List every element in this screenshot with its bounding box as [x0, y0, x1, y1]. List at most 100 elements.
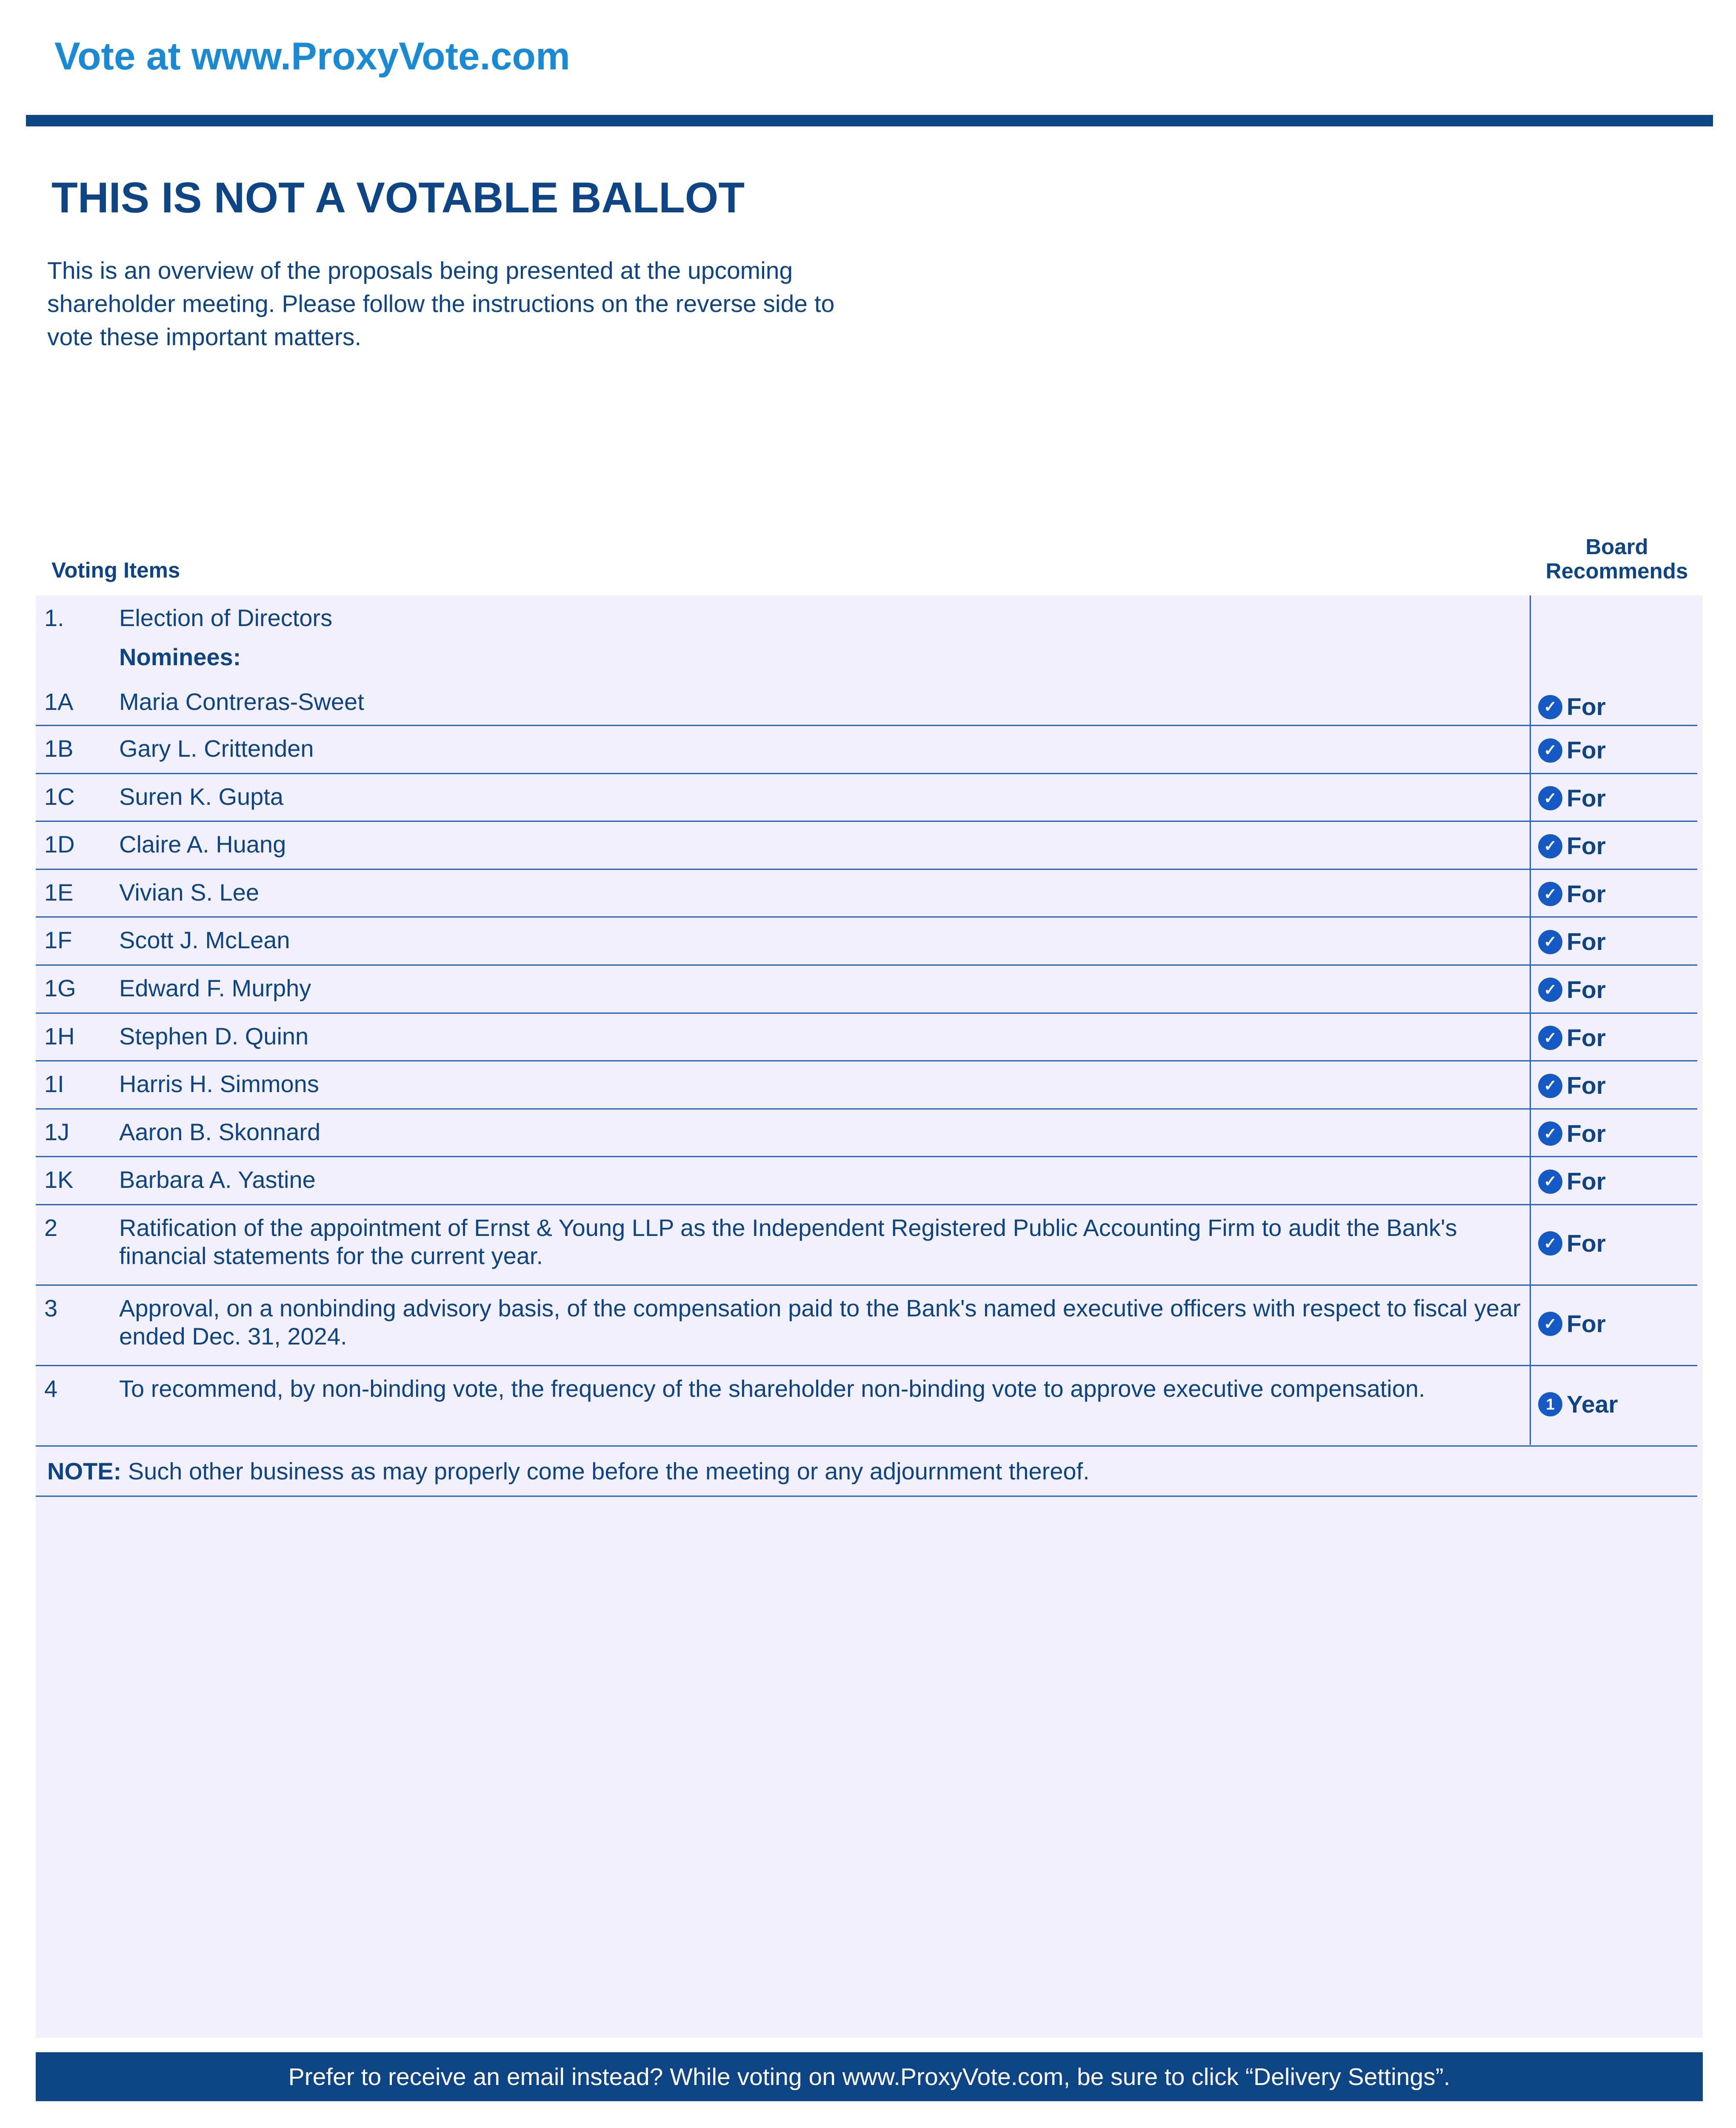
- item-number: 1F: [44, 927, 72, 954]
- board-recommendation: ✓ For: [1538, 1230, 1606, 1258]
- recommendation-label: For: [1567, 784, 1606, 812]
- check-circle-icon: ✓: [1538, 1312, 1562, 1336]
- check-circle-icon: ✓: [1538, 738, 1562, 763]
- recommendation-label: For: [1567, 737, 1606, 764]
- table-row-nominee: 1F Scott J. McLean ✓ For: [36, 918, 1697, 966]
- board-recommendation: ✓ For: [1538, 784, 1606, 812]
- check-circle-icon: ✓: [1538, 1231, 1562, 1256]
- nominee-name: Claire A. Huang: [119, 831, 286, 858]
- column-header-voting-items: Voting Items: [51, 558, 180, 582]
- note-text: NOTE: Such other business as may properl…: [47, 1457, 1090, 1485]
- nominee-name: Maria Contreras-Sweet: [119, 688, 364, 715]
- board-recommendation: ✓ For: [1538, 832, 1606, 860]
- nominee-name: Stephen D. Quinn: [119, 1022, 309, 1050]
- column-header-board-recommends: Board Recommends: [1545, 535, 1688, 583]
- recommendation-label: For: [1567, 1230, 1606, 1257]
- item-number: 3: [44, 1294, 58, 1321]
- check-circle-icon: ✓: [1538, 695, 1562, 719]
- note-label: NOTE:: [47, 1457, 122, 1484]
- table-row-proposal: 2 Ratification of the appointment of Erns…: [36, 1205, 1697, 1286]
- table-row-note: NOTE: Such other business as may properl…: [36, 1447, 1697, 1497]
- table-row-nominee: 1J Aaron B. Skonnard ✓ For: [36, 1110, 1697, 1158]
- recommendation-label: For: [1567, 1072, 1606, 1100]
- recommendation-label: Year: [1567, 1390, 1618, 1418]
- check-circle-icon: ✓: [1538, 1026, 1562, 1050]
- recommendation-label: For: [1567, 928, 1606, 956]
- item-number: 1A: [44, 688, 74, 715]
- recommendation-label: For: [1567, 1310, 1606, 1338]
- item-number: 1.: [44, 604, 64, 631]
- nominee-name: Gary L. Crittenden: [119, 735, 314, 762]
- vote-url-title: Vote at www.ProxyVote.com: [54, 35, 570, 78]
- recommendation-label: For: [1567, 880, 1606, 908]
- board-recommendation: ✓ For: [1538, 736, 1606, 764]
- table-row-nominee: 1E Vivian S. Lee ✓ For: [36, 870, 1697, 918]
- board-recommendation: ✓ For: [1538, 880, 1606, 908]
- nominees-label: Nominees:: [119, 644, 241, 670]
- item-title: Election of Directors: [119, 604, 333, 631]
- check-circle-icon: ✓: [1538, 978, 1562, 1002]
- table-row-nominee: 1I Harris H. Simmons ✓ For: [36, 1061, 1697, 1110]
- item-number: 1J: [44, 1118, 70, 1145]
- nominee-name: Harris H. Simmons: [119, 1070, 319, 1098]
- column-divider: [1530, 595, 1531, 1445]
- board-recommendation: ✓ For: [1538, 976, 1606, 1004]
- table-row-election: 1. Election of Directors Nominees: 1A Ma…: [36, 595, 1697, 726]
- item-number: 4: [44, 1375, 58, 1402]
- table-row-nominee: 1K Barbara A. Yastine ✓ For: [36, 1157, 1697, 1205]
- proposal-text: To recommend, by non-binding vote, the f…: [119, 1375, 1425, 1402]
- recommendation-label: For: [1567, 693, 1606, 721]
- intro-paragraph: This is an overview of the proposals bei…: [47, 257, 835, 351]
- board-recommendation: ✓ For: [1538, 928, 1606, 956]
- check-circle-icon: ✓: [1538, 930, 1562, 954]
- item-number: 1B: [44, 735, 74, 762]
- page-title: THIS IS NOT A VOTABLE BALLOT: [51, 174, 745, 222]
- recommendation-label: For: [1567, 1120, 1606, 1147]
- check-circle-icon: ✓: [1538, 1073, 1562, 1098]
- item-number: 1I: [44, 1070, 64, 1098]
- check-circle-icon: ✓: [1538, 786, 1562, 811]
- nominee-name: Aaron B. Skonnard: [119, 1118, 321, 1145]
- check-circle-icon: ✓: [1538, 882, 1562, 907]
- table-row-nominee: 1G Edward F. Murphy ✓ For: [36, 966, 1697, 1014]
- recommendation-label: For: [1567, 976, 1606, 1004]
- nominee-name: Edward F. Murphy: [119, 974, 311, 1001]
- table-row-proposal: 4 To recommend, by non-binding vote, the …: [36, 1366, 1697, 1447]
- recommendation-label: For: [1567, 1168, 1606, 1196]
- delivery-settings-banner: Prefer to receive an email instead? Whil…: [36, 2052, 1703, 2101]
- nominee-name: Vivian S. Lee: [119, 878, 259, 906]
- nominee-name: Barbara A. Yastine: [119, 1166, 316, 1193]
- note-body: Such other business as may properly come…: [121, 1457, 1090, 1484]
- item-number: 1D: [44, 831, 75, 858]
- check-circle-icon: ✓: [1538, 1169, 1562, 1194]
- header-divider-bar: [26, 115, 1713, 126]
- board-recommendation: ✓ For: [1538, 1310, 1606, 1338]
- proposal-text: Ratification of the appointment of Ernst…: [119, 1214, 1457, 1269]
- board-recommendation: ✓ For: [1538, 1167, 1606, 1196]
- table-row-proposal: 3 Approval, on a nonbinding advisory basi…: [36, 1286, 1697, 1366]
- board-recommendation: ✓ For: [1538, 1120, 1606, 1148]
- board-recommendation: ✓ For: [1538, 1072, 1606, 1100]
- voting-items-table: 1. Election of Directors Nominees: 1A Ma…: [36, 595, 1697, 1497]
- voting-table-background: [36, 595, 1703, 2038]
- table-row-nominee: 1H Stephen D. Quinn ✓ For: [36, 1014, 1697, 1062]
- item-number: 1K: [44, 1166, 74, 1193]
- board-recommendation: 1 Year: [1538, 1390, 1618, 1419]
- table-row-nominee: 1C Suren K. Gupta ✓ For: [36, 774, 1697, 822]
- item-number: 1C: [44, 783, 75, 810]
- check-circle-icon: ✓: [1538, 1121, 1562, 1146]
- item-number: 1H: [44, 1022, 75, 1050]
- check-circle-icon: ✓: [1538, 834, 1562, 858]
- nominee-name: Suren K. Gupta: [119, 783, 284, 810]
- recommendation-label: For: [1567, 832, 1606, 860]
- board-recommendation: ✓ For: [1538, 693, 1606, 721]
- recommendation-label: For: [1567, 1024, 1606, 1052]
- board-recommendation: ✓ For: [1538, 1024, 1606, 1052]
- table-row-nominee: 1B Gary L. Crittenden ✓ For: [36, 726, 1697, 774]
- table-row-nominee: 1D Claire A. Huang ✓ For: [36, 822, 1697, 870]
- item-number: 1G: [44, 974, 76, 1001]
- item-number: 1E: [44, 878, 74, 906]
- number-one-circle-icon: 1: [1538, 1392, 1562, 1417]
- proposal-text: Approval, on a nonbinding advisory basis…: [119, 1294, 1521, 1350]
